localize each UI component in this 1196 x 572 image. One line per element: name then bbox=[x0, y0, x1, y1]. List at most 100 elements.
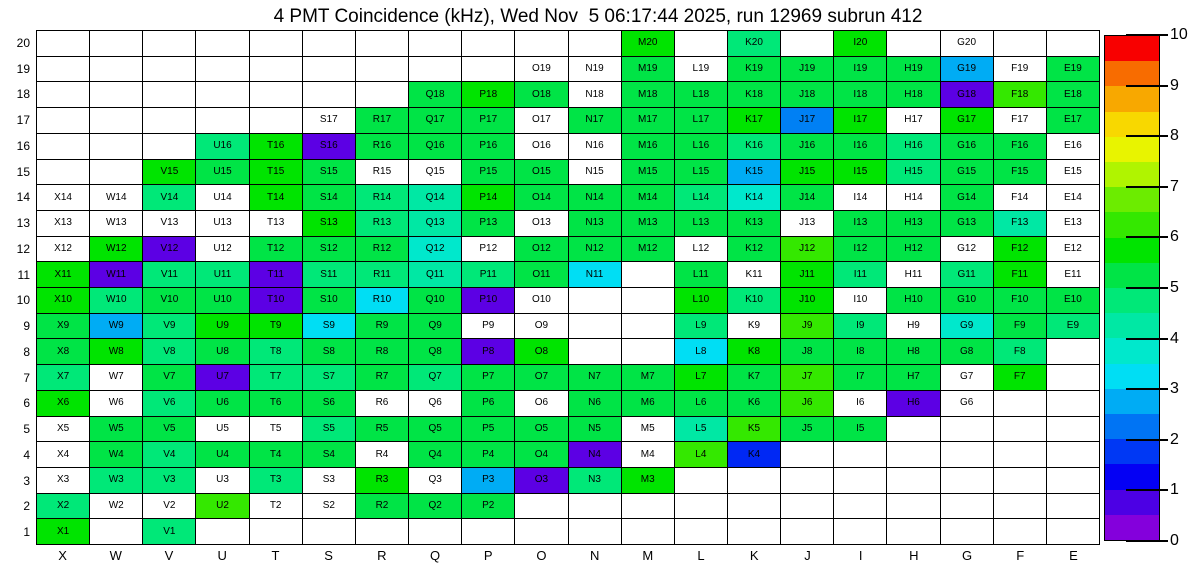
grid-cell-empty bbox=[409, 56, 463, 83]
grid-cell-Q10: Q10 bbox=[409, 288, 463, 314]
grid-cell-L16: L16 bbox=[674, 133, 728, 160]
grid-cell-empty bbox=[940, 442, 994, 468]
colorbar-band bbox=[1105, 187, 1159, 213]
grid-cell-V14: V14 bbox=[143, 185, 197, 211]
grid-cell-empty bbox=[727, 467, 782, 494]
grid-cell-K19: K19 bbox=[727, 56, 782, 83]
grid-cell-M4: M4 bbox=[621, 442, 675, 468]
grid-cell-T9: T9 bbox=[249, 313, 303, 340]
grid-cell-W4: W4 bbox=[90, 442, 144, 468]
grid-cell-O12: O12 bbox=[515, 236, 569, 263]
grid-cell-K6: K6 bbox=[727, 390, 782, 417]
row-label: 6 bbox=[23, 396, 30, 411]
grid-cell-E13: E13 bbox=[1046, 210, 1100, 237]
grid-cell-empty bbox=[143, 108, 197, 134]
grid-cell-J12: J12 bbox=[781, 236, 835, 263]
colorbar-tick-label: 2 bbox=[1170, 430, 1179, 448]
row-label: 10 bbox=[16, 293, 30, 308]
col-label: M bbox=[642, 548, 654, 563]
colorbar-band bbox=[1105, 464, 1159, 490]
grid-cell-U15: U15 bbox=[196, 159, 250, 186]
grid-cell-R11: R11 bbox=[355, 262, 410, 288]
grid-cell-S2: S2 bbox=[302, 493, 356, 520]
grid-cell-H13: H13 bbox=[887, 210, 941, 237]
grid-cell-E11: E11 bbox=[1046, 262, 1100, 288]
grid-cell-empty bbox=[90, 519, 144, 545]
grid-cell-empty bbox=[727, 519, 782, 545]
grid-cell-K4: K4 bbox=[727, 442, 782, 468]
grid-cell-V15: V15 bbox=[143, 159, 197, 186]
grid-cell-T2: T2 bbox=[249, 493, 303, 520]
grid-cell-V9: V9 bbox=[143, 313, 197, 340]
grid-cell-T15: T15 bbox=[249, 159, 303, 186]
grid-cell-N18: N18 bbox=[568, 82, 622, 109]
grid-cell-S5: S5 bbox=[302, 416, 356, 443]
grid-cell-empty bbox=[887, 416, 941, 443]
row-label: 13 bbox=[16, 216, 30, 231]
grid-cell-H12: H12 bbox=[887, 236, 941, 263]
grid-cell-W9: W9 bbox=[90, 313, 144, 340]
grid-cell-W6: W6 bbox=[90, 390, 144, 417]
grid-cell-S7: S7 bbox=[302, 365, 356, 391]
grid-cell-I19: I19 bbox=[834, 56, 888, 83]
grid-cell-V8: V8 bbox=[143, 339, 197, 366]
row-label: 14 bbox=[16, 190, 30, 205]
grid-cell-G20: G20 bbox=[940, 31, 994, 57]
grid-cell-V1: V1 bbox=[143, 519, 197, 545]
grid-cell-G12: G12 bbox=[940, 236, 994, 263]
grid-cell-W3: W3 bbox=[90, 467, 144, 494]
row-label: 9 bbox=[23, 319, 30, 334]
grid-cell-J9: J9 bbox=[781, 313, 835, 340]
grid-cell-J14: J14 bbox=[781, 185, 835, 211]
grid-cell-L7: L7 bbox=[674, 365, 728, 391]
grid-cell-H14: H14 bbox=[887, 185, 941, 211]
grid-cell-S8: S8 bbox=[302, 339, 356, 366]
col-label: G bbox=[961, 548, 973, 563]
colorbar-tick bbox=[1126, 287, 1168, 289]
grid-cell-K12: K12 bbox=[727, 236, 782, 263]
col-label: J bbox=[804, 548, 811, 563]
grid-cell-X1: X1 bbox=[37, 519, 91, 545]
grid-cell-T5: T5 bbox=[249, 416, 303, 443]
grid-cell-I14: I14 bbox=[834, 185, 888, 211]
row-label: 20 bbox=[16, 35, 30, 50]
grid-cell-P7: P7 bbox=[462, 365, 516, 391]
grid-cell-S13: S13 bbox=[302, 210, 356, 237]
grid-cell-U9: U9 bbox=[196, 313, 250, 340]
grid-cell-V6: V6 bbox=[143, 390, 197, 417]
grid-cell-X4: X4 bbox=[37, 442, 91, 468]
grid-cell-R14: R14 bbox=[355, 185, 410, 211]
row-label: 7 bbox=[23, 370, 30, 385]
grid-cell-empty bbox=[409, 519, 463, 545]
grid-cell-F15: F15 bbox=[993, 159, 1047, 186]
colorbar-tick bbox=[1126, 135, 1168, 138]
grid-cell-N12: N12 bbox=[568, 236, 622, 263]
grid-cell-I9: I9 bbox=[834, 313, 888, 340]
grid-cell-M18: M18 bbox=[621, 82, 675, 109]
grid-cell-T13: T13 bbox=[249, 210, 303, 237]
grid-cell-K16: K16 bbox=[727, 133, 782, 160]
grid-cell-empty bbox=[834, 519, 888, 545]
grid-cell-T7: T7 bbox=[249, 365, 303, 391]
grid-cell-U2: U2 bbox=[196, 493, 250, 520]
grid-cell-empty bbox=[196, 31, 250, 57]
colorbar-tick bbox=[1126, 34, 1168, 36]
grid-cell-F18: F18 bbox=[993, 82, 1047, 109]
colorbar-band bbox=[1105, 514, 1159, 541]
grid-cell-W13: W13 bbox=[90, 210, 144, 237]
grid-cell-E12: E12 bbox=[1046, 236, 1100, 263]
grid-cell-empty bbox=[993, 519, 1047, 545]
grid-cell-P3: P3 bbox=[462, 467, 516, 494]
grid-cell-U8: U8 bbox=[196, 339, 250, 366]
grid-cell-L19: L19 bbox=[674, 56, 728, 83]
grid-cell-empty bbox=[674, 519, 728, 545]
grid-cell-V7: V7 bbox=[143, 365, 197, 391]
grid-cell-X12: X12 bbox=[37, 236, 91, 263]
grid-cell-J7: J7 bbox=[781, 365, 835, 391]
grid-cell-empty bbox=[621, 288, 675, 314]
grid-cell-empty bbox=[887, 493, 941, 520]
grid-cell-O15: O15 bbox=[515, 159, 569, 186]
grid-cell-E17: E17 bbox=[1046, 108, 1100, 134]
grid-cell-Q14: Q14 bbox=[409, 185, 463, 211]
